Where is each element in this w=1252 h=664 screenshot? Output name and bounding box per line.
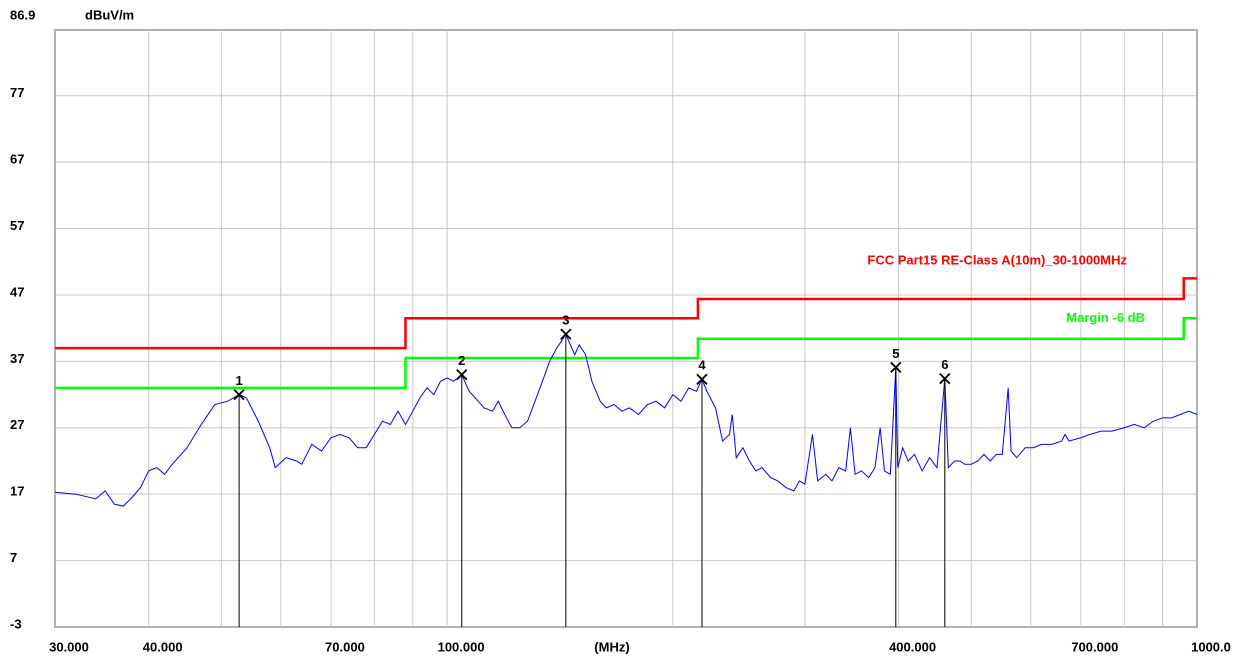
y-tick-label: 17 <box>10 484 24 499</box>
x-tick-label: 70.000 <box>325 639 365 654</box>
x-tick-label: 700.000 <box>1071 639 1118 654</box>
x-tick-label: 1000.0 <box>1191 639 1231 654</box>
y-tick-label: 67 <box>10 152 24 167</box>
y-tick-label: 57 <box>10 218 24 233</box>
marker <box>560 328 572 340</box>
marker-label: 3 <box>562 313 569 328</box>
x-tick-label: 30.000 <box>49 639 89 654</box>
series-label: FCC Part15 RE-Class A(10m)_30-1000MHz <box>867 252 1127 267</box>
limit-line <box>55 277 1197 350</box>
y-tick-label: 7 <box>10 550 17 565</box>
marker-label: 4 <box>698 358 706 373</box>
y-tick-label: -3 <box>10 616 22 631</box>
trace-line <box>54 333 1198 507</box>
marker <box>456 369 468 381</box>
marker-label: 1 <box>235 373 242 388</box>
y-tick-label: 37 <box>10 351 24 366</box>
plot-frame <box>54 29 1198 628</box>
marker-label: 2 <box>458 353 465 368</box>
y-tick-label: 27 <box>10 417 24 432</box>
marker-label: 6 <box>941 357 948 372</box>
marker <box>696 373 708 385</box>
marker <box>233 388 245 401</box>
y-tick-label: 47 <box>10 284 24 299</box>
marker-label: 5 <box>892 346 899 361</box>
x-tick-label: 400.000 <box>889 639 936 654</box>
y-axis-label: dBuV/m <box>85 7 134 22</box>
limit-line <box>55 316 1197 390</box>
y-tick-label: 77 <box>10 85 24 100</box>
y-tick-label: 86.9 <box>10 7 35 22</box>
marker <box>939 373 951 385</box>
x-tick-label: 40.000 <box>143 639 183 654</box>
x-tick-label: 100.000 <box>438 639 485 654</box>
marker <box>890 361 902 373</box>
x-axis-label: (MHz) <box>594 639 629 654</box>
series-label: Margin -6 dB <box>1066 310 1145 325</box>
